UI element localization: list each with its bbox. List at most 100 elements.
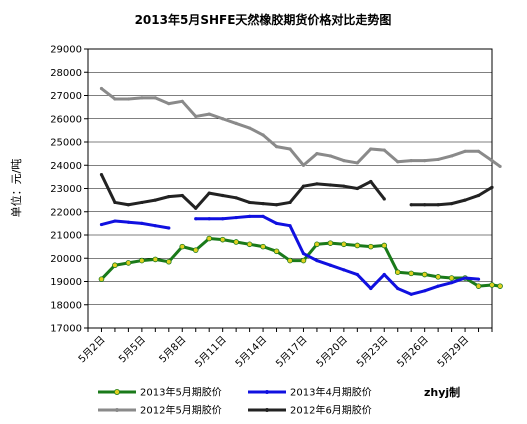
data-point [463,198,467,202]
x-tick-label: 5月5日 [116,334,148,366]
data-point [328,183,332,187]
data-point [207,112,211,116]
x-tick-label: 5月17日 [273,334,309,370]
data-point [206,235,213,242]
data-point [450,202,454,206]
data-point [476,277,481,281]
data-point [207,191,211,195]
data-point [167,226,171,230]
x-tick-label: 5月20日 [314,334,350,370]
x-tick-label: 5月23日 [354,334,390,370]
data-point [463,276,467,280]
credit-label: zhyj制 [424,385,460,399]
data-point [381,242,388,249]
x-tick-label: 5月29日 [435,334,471,370]
x-axis-ticks: 5月2日 5月5日 5月8日 5月11日 5月14日 5月17日 5月20日 5月23日 5月2… [76,328,493,370]
data-point [98,276,105,282]
y-axis-ticks: 17000 18000 19000 20000 21000 22000 23000 24000… [50,45,88,335]
data-point [328,154,332,158]
data-point [342,268,346,272]
data-point [315,258,319,263]
data-point [194,114,198,119]
data-point [497,283,503,289]
legend-marker [115,408,119,412]
data-point [152,256,159,263]
data-point [166,258,172,265]
data-point [192,247,199,253]
data-point [153,96,157,100]
data-point [248,200,252,205]
data-point [409,159,413,163]
data-point [274,145,279,149]
data-point [315,182,319,186]
data-point [355,272,359,277]
data-point [327,240,334,246]
data-point [140,221,144,225]
data-point [261,214,265,218]
data-point [113,219,117,223]
data-point [476,149,481,153]
data-point [436,284,440,288]
x-tick-label: 5月14日 [233,334,269,370]
data-point [125,260,132,266]
y-tick-label: 24000 [50,161,82,172]
data-point [140,96,144,100]
data-point [301,252,306,256]
y-tick-label: 29000 [50,45,82,56]
series-line [100,173,386,210]
data-point [435,274,441,280]
data-point [423,159,427,163]
gridlines [88,48,492,329]
data-point [248,214,252,218]
data-point [273,248,280,255]
y-tick-label: 18000 [50,300,82,311]
data-point [450,154,454,158]
data-point [355,161,359,165]
data-point [489,282,495,288]
legend-marker [265,390,269,394]
legend-label: 2013年5月期胶价 [140,386,222,399]
chart-title: 2013年5月SHFE天然橡胶期货价格对比走势图 [135,12,392,27]
data-point [490,185,494,189]
data-point [475,283,482,289]
data-point [113,200,117,205]
data-point [194,217,198,221]
data-point [328,263,332,267]
data-point [382,272,386,277]
legend-label: 2012年6月期胶价 [290,404,372,417]
data-point [354,242,361,249]
data-point [180,193,184,198]
y-tick-label: 19000 [50,277,82,288]
data-point [355,186,359,191]
data-point [234,215,238,220]
data-point [194,206,198,210]
data-point [396,160,400,164]
data-point [126,97,130,101]
data-point [448,275,455,281]
data-point [396,286,400,291]
data-point [140,200,144,205]
data-point [180,99,184,103]
data-point [409,203,413,207]
y-tick-label: 28000 [50,68,82,79]
data-point [382,148,386,152]
x-tick-label: 5月2日 [76,334,108,366]
y-tick-label: 17000 [50,324,82,335]
data-point [315,152,319,156]
y-tick-label: 27000 [50,91,82,102]
data-point [408,270,415,277]
data-point [314,241,320,248]
data-point [423,203,427,207]
legend-label: 2012年5月期胶价 [140,404,222,417]
data-point [288,224,292,228]
x-tick-label: 5月8日 [157,334,189,366]
data-point [369,286,373,291]
data-point [341,241,347,248]
series-line [195,214,479,296]
data-point [274,203,279,207]
data-point [248,126,252,130]
y-tick-label: 21000 [50,231,82,242]
data-point [490,159,494,163]
data-point [221,217,225,221]
